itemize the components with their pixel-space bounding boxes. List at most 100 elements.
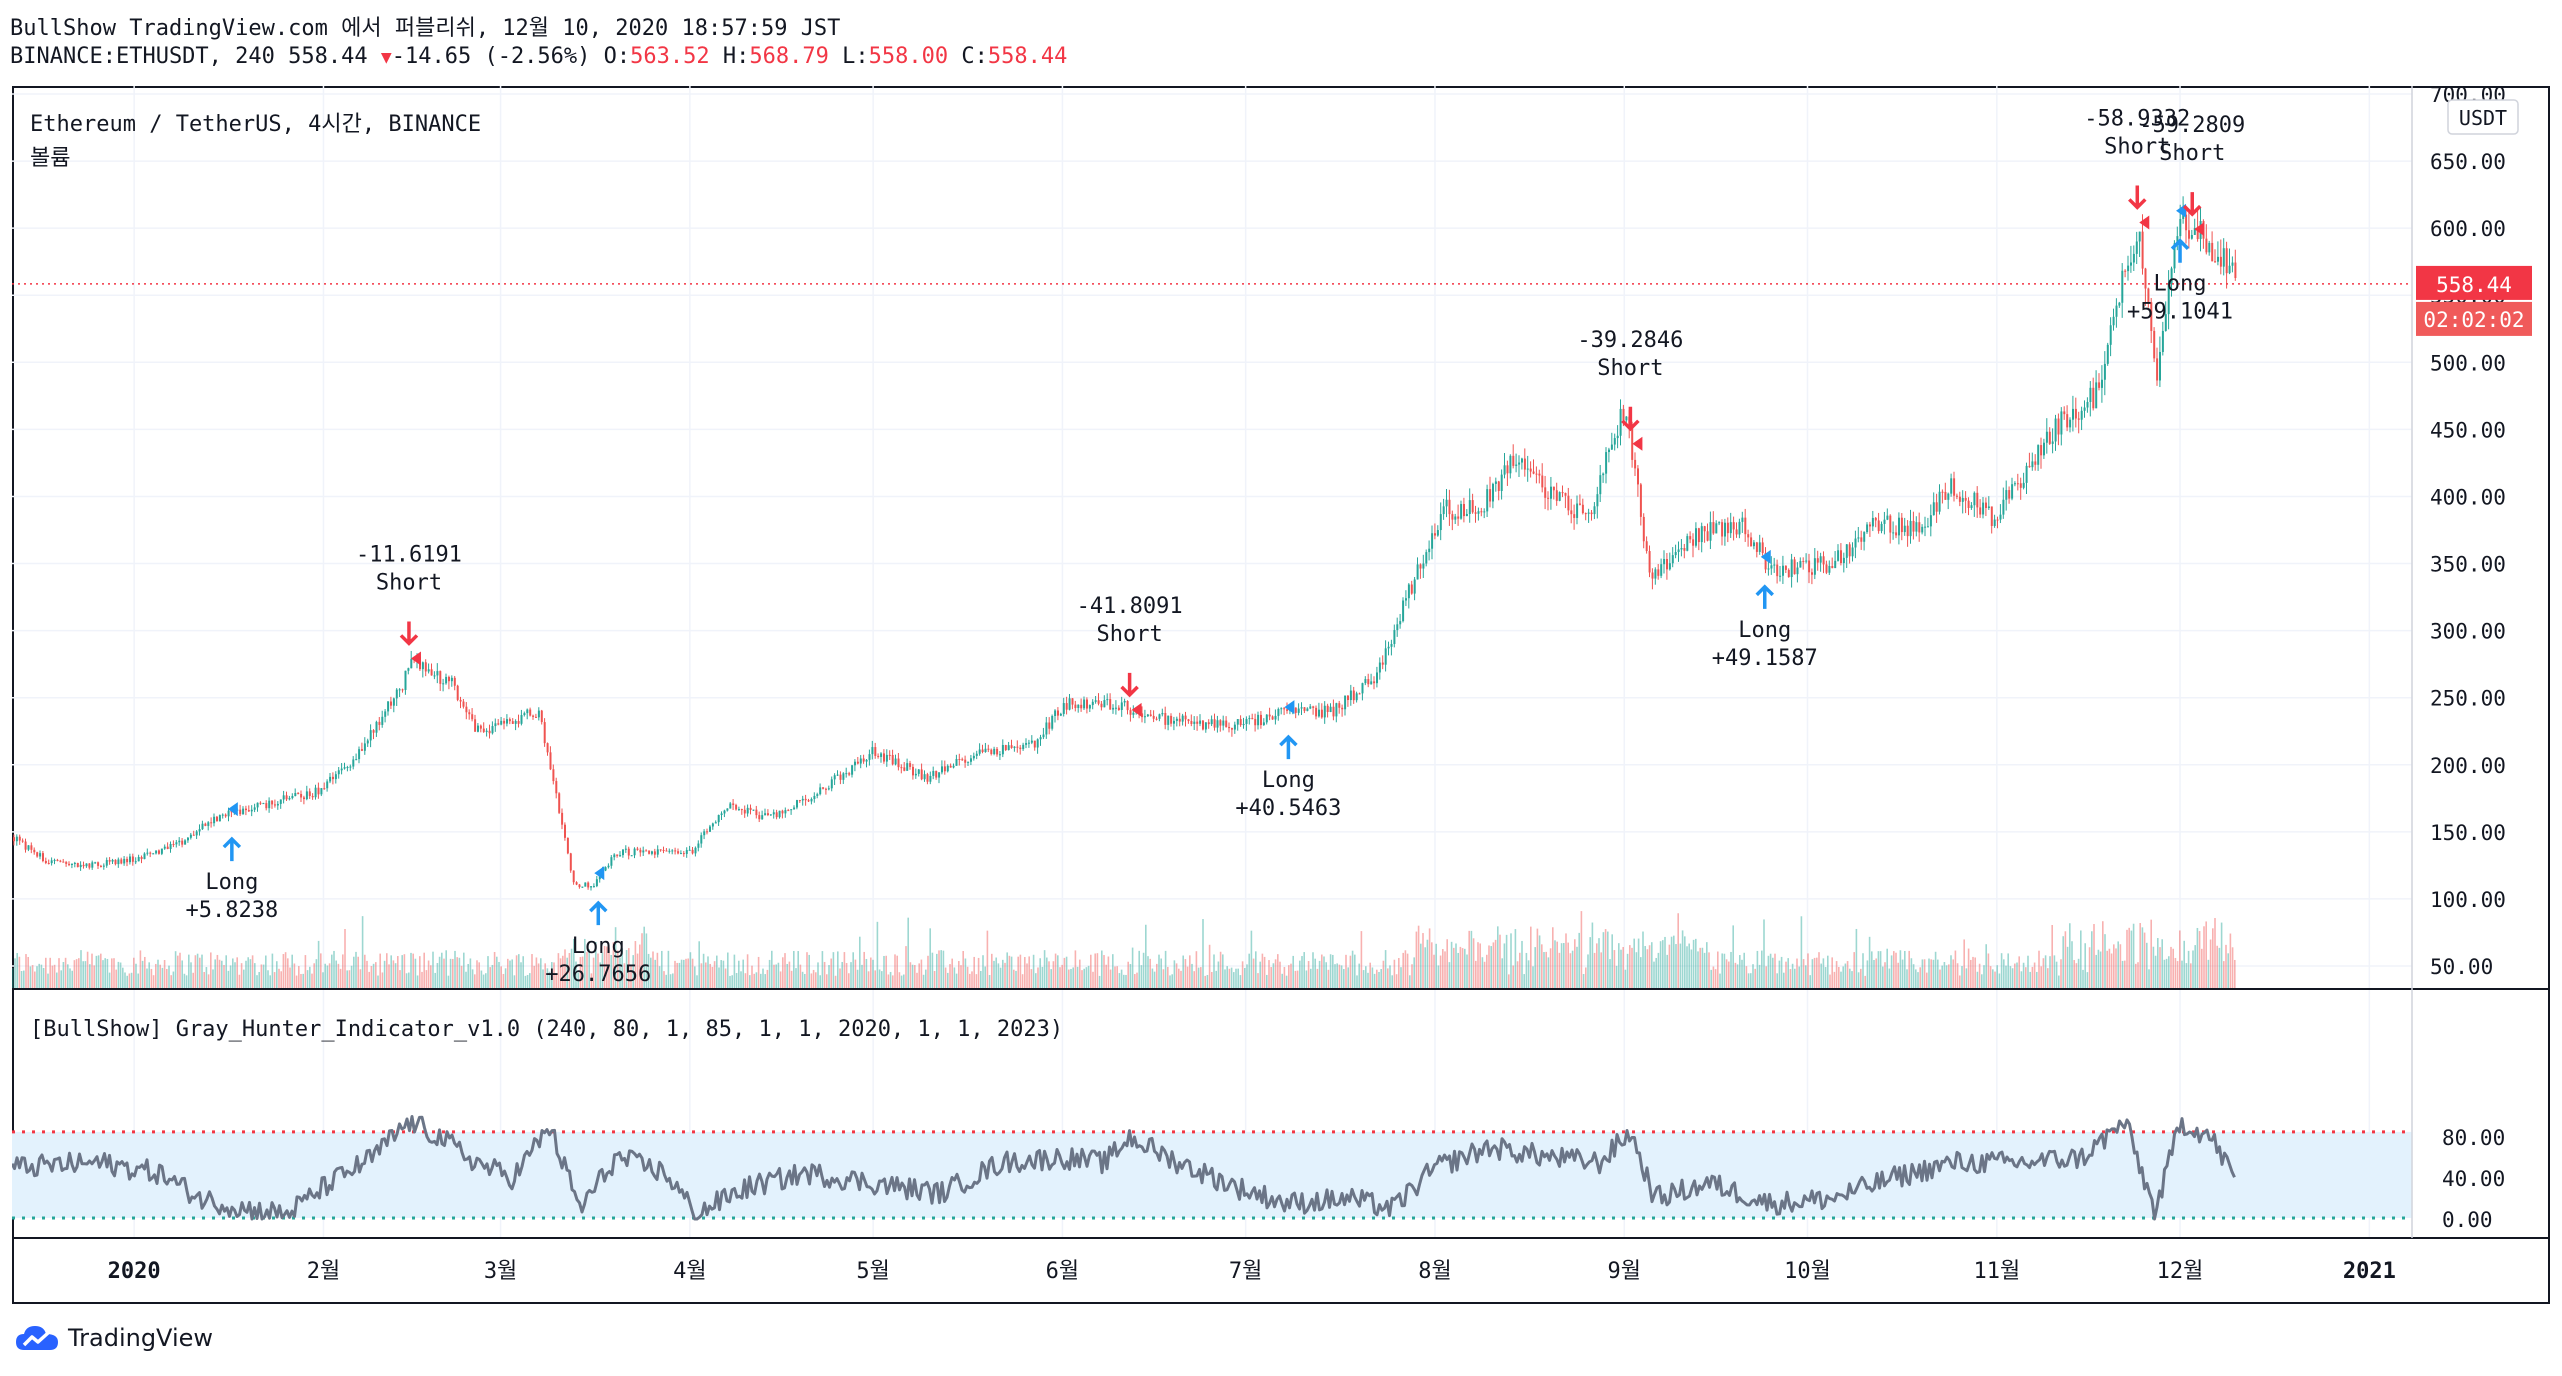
volume-bar xyxy=(1950,955,1952,988)
volume-bar xyxy=(757,956,760,988)
candle-body xyxy=(726,808,729,811)
candle-body xyxy=(1927,526,1929,528)
time-tick-label: 12월 xyxy=(2157,1259,2204,1284)
candle-body xyxy=(300,793,303,798)
volume-bar xyxy=(883,955,885,988)
candle-body xyxy=(1953,478,1956,496)
volume-bar xyxy=(223,964,225,988)
candle-body xyxy=(372,730,375,733)
volume-bar xyxy=(1659,941,1662,988)
candle-body xyxy=(523,713,526,716)
candle-body xyxy=(1202,720,1204,730)
candle-body xyxy=(1442,506,1445,515)
candle-body xyxy=(456,685,459,700)
volume-bar xyxy=(1703,952,1706,988)
candle-body xyxy=(1831,565,1834,569)
candle-body xyxy=(2112,316,2115,326)
tradingview-logo[interactable]: TradingView xyxy=(14,1318,213,1358)
chart-canvas[interactable]: Long+5.8238-11.6191ShortLong+26.7656-41.… xyxy=(12,86,2550,1304)
candle-body xyxy=(1170,715,1173,724)
candle-body xyxy=(2069,419,2072,428)
candle-body xyxy=(906,763,909,771)
volume-bar xyxy=(438,956,441,988)
candle-body xyxy=(1697,528,1700,543)
candle-body xyxy=(865,759,868,762)
candle-body xyxy=(1709,522,1712,541)
candle-body xyxy=(720,813,723,816)
candle-body xyxy=(1541,475,1544,488)
candle-body xyxy=(833,775,836,780)
candle-body xyxy=(804,798,807,801)
volume-bar xyxy=(447,975,450,988)
candle-body xyxy=(781,810,784,814)
short-entry-marker xyxy=(1632,436,1643,451)
candle-body xyxy=(619,855,622,857)
candle-body xyxy=(1503,465,1506,475)
candle-body xyxy=(2074,408,2077,419)
candle-body xyxy=(1666,558,1668,570)
signal-value: +49.1587 xyxy=(1712,646,1818,671)
candle-body xyxy=(914,773,917,776)
candle-body xyxy=(1045,722,1048,735)
volume-bar xyxy=(975,974,978,988)
volume-bar xyxy=(236,957,238,988)
candle-body xyxy=(1996,519,1999,521)
volume-bar xyxy=(533,965,535,988)
candle-body xyxy=(305,791,308,800)
candle-body xyxy=(1405,598,1407,601)
volume-bar xyxy=(1862,953,1864,988)
candle-body xyxy=(955,758,958,766)
time-tick-label: 6월 xyxy=(1046,1259,1080,1284)
volume-bar xyxy=(1655,957,1657,988)
candle-body xyxy=(2193,227,2196,235)
candle-body xyxy=(1019,747,1022,750)
volume-bar xyxy=(377,975,379,988)
volume-bar xyxy=(397,956,399,988)
candle-body xyxy=(2190,234,2193,239)
volume-bar xyxy=(925,969,927,988)
open-label: O: xyxy=(603,44,631,69)
volume-bar xyxy=(1600,952,1602,988)
volume-bar xyxy=(104,958,106,988)
candle-body xyxy=(610,857,613,866)
candle-body xyxy=(996,748,999,755)
volume-bar xyxy=(1543,952,1545,988)
candle-body xyxy=(108,860,111,862)
volume-bar xyxy=(493,951,496,988)
close-label: C: xyxy=(961,44,988,69)
price-tick-label: 100.00 xyxy=(2430,888,2506,912)
volume-bar xyxy=(1415,931,1418,988)
candle-body xyxy=(1219,720,1222,726)
volume-bar xyxy=(102,960,104,988)
volume-bar xyxy=(830,958,832,988)
candle-body xyxy=(1863,532,1866,542)
candle-body xyxy=(1526,468,1529,470)
volume-bar xyxy=(779,971,782,988)
volume-bar xyxy=(2082,969,2084,988)
volume-bar xyxy=(1250,930,1253,988)
volume-bar xyxy=(621,948,623,988)
volume-bar xyxy=(388,964,390,988)
volume-bar xyxy=(1580,911,1583,988)
candle-body xyxy=(187,837,189,841)
volume-bar xyxy=(405,973,408,988)
volume-bar xyxy=(916,972,918,988)
candle-body xyxy=(1921,526,1924,533)
candle-body xyxy=(729,803,732,809)
candle-body xyxy=(1889,515,1892,533)
volume-bar xyxy=(599,962,601,988)
candle-body xyxy=(1938,491,1941,512)
candle-body xyxy=(1521,458,1523,463)
symbol-label: BINANCE:ETHUSDT, 240 xyxy=(10,44,275,69)
volume-bar xyxy=(581,956,584,988)
volume-bar xyxy=(555,974,557,988)
candle-body xyxy=(813,795,816,799)
volume-bar xyxy=(1987,953,1990,988)
candle-body xyxy=(424,662,427,672)
volume-bar xyxy=(614,927,617,988)
candle-body xyxy=(459,699,462,702)
volume-bar xyxy=(720,960,722,988)
volume-bar xyxy=(832,952,835,988)
candle-body xyxy=(975,753,978,756)
currency-button[interactable] xyxy=(2447,99,2519,135)
